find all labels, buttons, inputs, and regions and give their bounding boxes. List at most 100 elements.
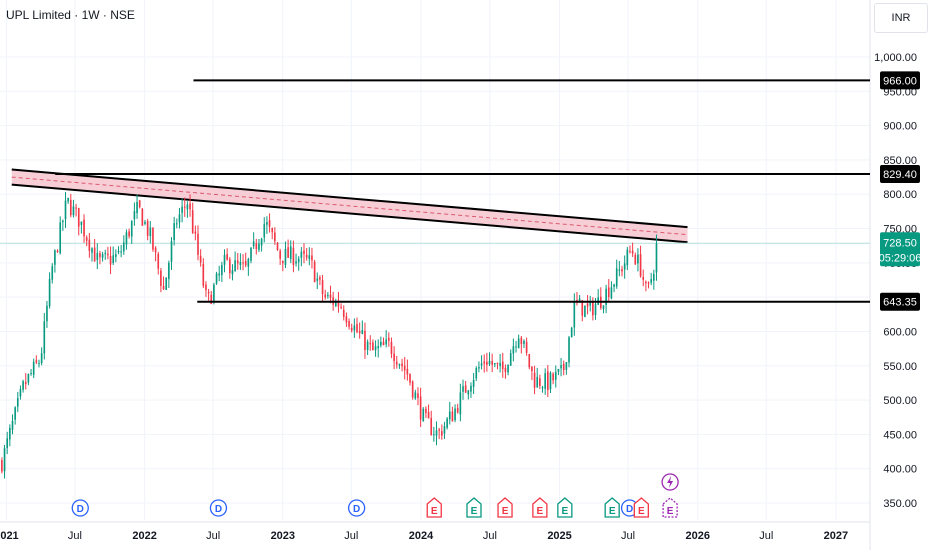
candle [303,243,305,264]
candle-body [30,372,32,374]
candle-body [618,269,621,271]
price-axis-label: 850.00 [883,155,917,167]
candle-body [531,366,533,372]
candle [120,244,122,258]
currency-selector[interactable]: INR [874,3,928,33]
candle-body [72,206,75,216]
candle-body [101,254,104,258]
candle-body [411,381,414,398]
earnings-marker[interactable]: E [633,497,649,518]
candle [568,335,570,368]
candle [138,199,141,209]
channel-lower-line[interactable] [11,183,688,244]
candle-body [615,268,618,287]
candle-body [515,346,517,348]
candle-body [191,210,194,233]
candle-body [258,243,260,250]
candle [422,407,425,422]
candle [602,305,605,314]
candle-body [491,361,493,365]
candle [369,335,372,351]
earnings-letter: E [562,506,569,517]
trend-channel[interactable] [11,168,688,244]
time-axis[interactable]: 2021 Jul 2022 Jul 2023 Jul 2024 Jul 2025 Jul 2026 J… [0,530,848,542]
candle [533,365,536,395]
dividend-letter: D [353,504,360,515]
dividend-marker[interactable]: D [71,499,89,517]
earnings-marker[interactable]: E [426,497,442,518]
candle-body [165,277,168,290]
candle-body [75,207,77,209]
candle [417,387,419,406]
candle [1,457,3,474]
lightning-event-marker[interactable] [661,473,679,491]
candle [552,372,554,385]
candle-body [218,273,221,276]
candle-body [157,253,160,269]
candle-body [122,242,125,252]
current-price-label: 728.50 05:29:06 [879,232,921,267]
candle-body [589,301,592,306]
candle [565,362,568,375]
earnings-marker[interactable]: E [532,497,548,518]
earnings-letter: E [609,506,616,517]
candle-body [417,393,419,398]
candle [425,406,427,418]
candle-body [366,341,369,350]
candle-body [507,364,509,373]
candle [205,281,207,297]
candle [128,228,130,239]
candle-body [144,221,146,224]
candle-body [557,368,560,372]
candle-body [523,340,525,344]
candle [178,208,181,229]
candle-body [629,251,631,253]
candle [295,253,297,267]
price-axis[interactable]: 1,000.00950.00900.00850.00800.00750.0070… [874,52,917,510]
dividend-marker[interactable]: D [347,499,366,517]
candle-body [263,224,266,238]
candle-body [69,199,72,216]
candle-body [54,250,56,265]
candle-body [271,228,274,233]
earnings-marker[interactable]: E [466,497,482,518]
candle [653,269,655,290]
dividend-marker[interactable]: D [209,499,228,517]
candle-body [552,373,554,381]
candle-body [464,385,467,393]
candle [618,261,621,277]
candle [403,357,406,380]
earnings-marker[interactable]: E [604,497,620,518]
candle [345,312,348,327]
candle-body [581,300,584,316]
earnings-marker[interactable]: E [497,497,513,518]
candle-body [605,288,607,305]
candle [287,239,289,258]
candle-body [520,337,523,345]
candle-body [626,249,629,266]
candle-body [303,250,305,254]
channel-upper-line[interactable] [11,168,688,229]
candle [112,246,115,265]
candle-body [173,223,175,241]
candle [470,382,472,398]
candle-body [546,371,549,391]
dividend-circle [209,499,228,517]
candle-body [236,260,239,264]
candle-body [162,286,165,290]
candle-body [562,363,565,371]
candle-body [202,263,205,286]
earnings-marker[interactable]: E [662,497,678,518]
candle [621,265,623,277]
candle [626,247,629,271]
candle-body [570,327,573,338]
earnings-marker[interactable]: E [557,497,573,518]
candle-body [117,250,120,253]
candle-body [125,232,128,245]
candle [554,365,557,388]
dividend-letter: D [215,504,222,515]
candle [382,337,385,346]
